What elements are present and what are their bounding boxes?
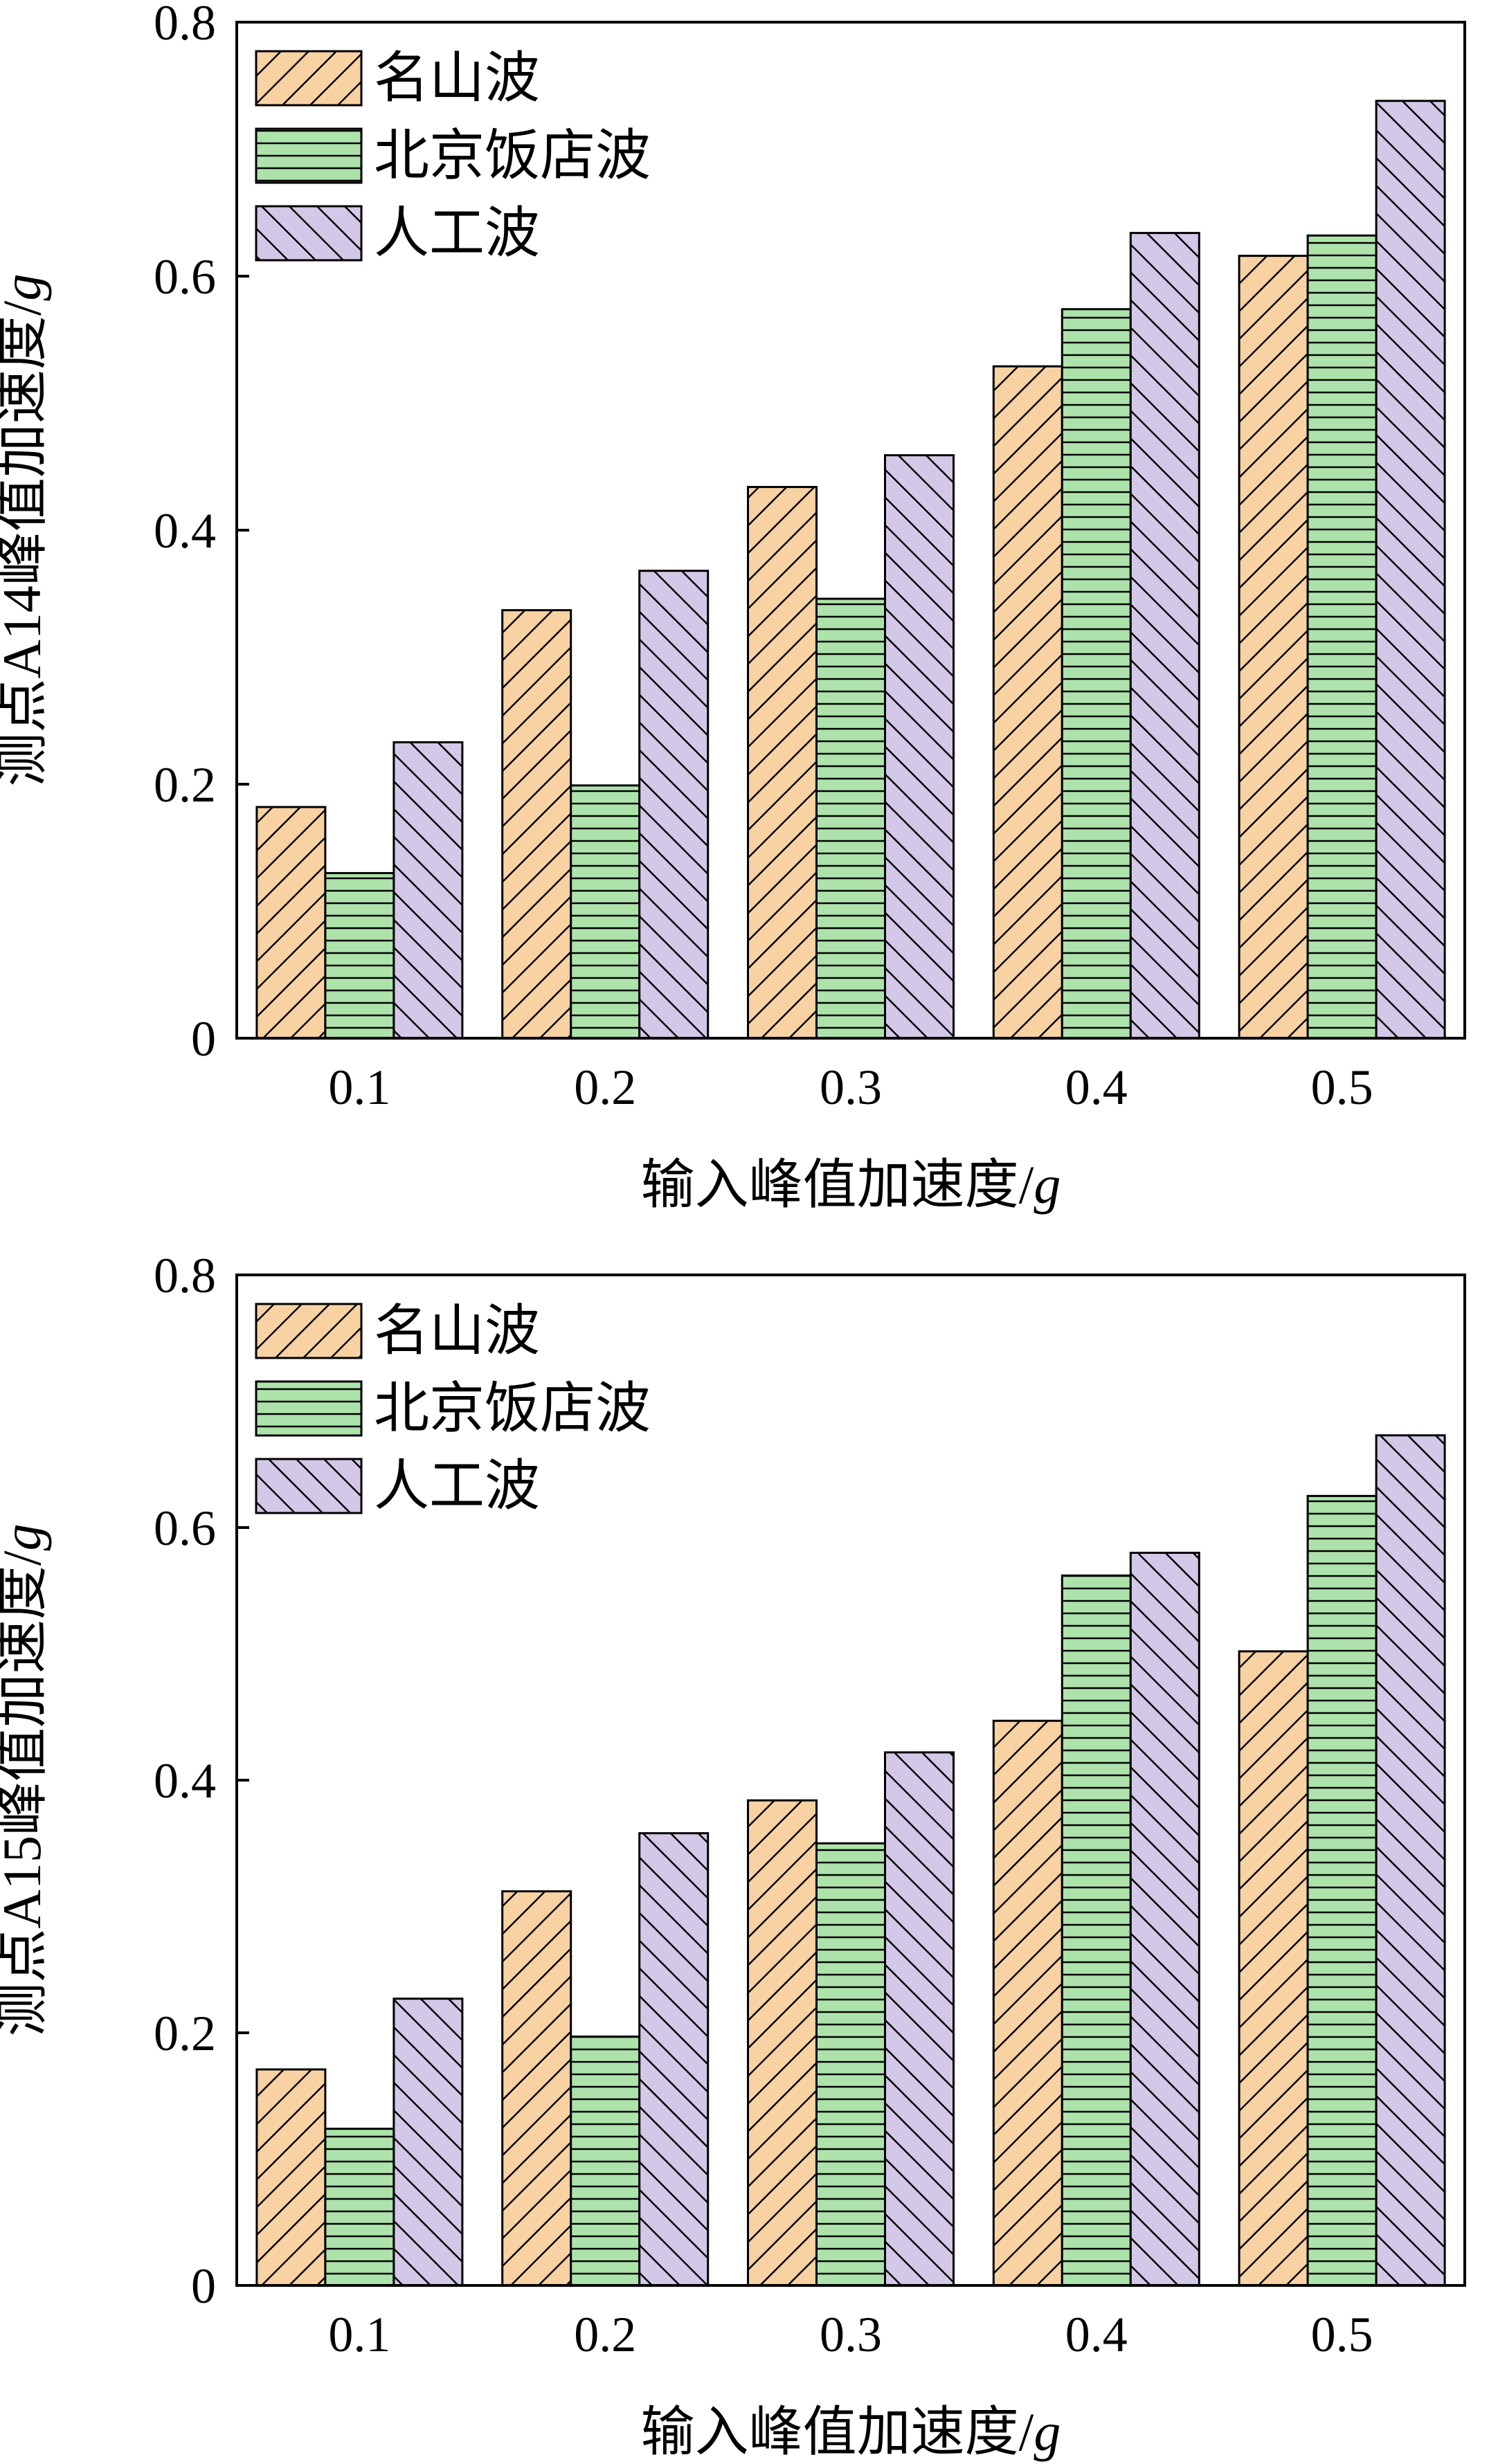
bar-北京饭店波-0.3 xyxy=(815,597,886,1040)
bar-名山波-0.5 xyxy=(1238,1650,1309,2287)
x-tick-label: 0.5 xyxy=(1311,2307,1373,2362)
chart-a15: 0 0.2 0.4 0.6 0.8 0.1 0.2 0.3 0.4 0.5 输入峰值加速度/g 测点A… xyxy=(0,1248,1466,2462)
x-tick-label: 0.3 xyxy=(820,2307,882,2362)
x-tick-label: 0.1 xyxy=(328,1060,390,1115)
legend-label: 北京饭店波 xyxy=(374,1379,651,1440)
x-tick-label: 0.3 xyxy=(820,1060,882,1115)
x-tick-label: 0.5 xyxy=(1311,1060,1373,1115)
bar-名山波-0.1 xyxy=(255,806,327,1040)
legend-label: 人工波 xyxy=(374,203,540,264)
bar-名山波-0.1 xyxy=(255,2068,327,2287)
legend-label: 北京饭店波 xyxy=(374,126,651,187)
bar-人工波-0.4 xyxy=(1129,1552,1200,2287)
bar-名山波-0.2 xyxy=(501,609,572,1040)
x-tick-label: 0.4 xyxy=(1065,1060,1128,1115)
legend-label: 名山波 xyxy=(374,1301,540,1362)
bar-人工波-0.2 xyxy=(638,570,710,1040)
legend-swatch xyxy=(255,205,363,262)
bar-人工波-0.5 xyxy=(1375,1434,1446,2287)
bar-名山波-0.3 xyxy=(747,1799,818,2287)
legend-label: 人工波 xyxy=(374,1456,540,1517)
bar-人工波-0.4 xyxy=(1129,232,1200,1040)
bar-北京饭店波-0.5 xyxy=(1306,1494,1378,2287)
bar-名山波-0.2 xyxy=(501,1890,572,2287)
bar-北京饭店波-0.1 xyxy=(324,871,395,1040)
legend-swatch xyxy=(255,50,363,107)
y-tick-label: 0.2 xyxy=(154,757,216,813)
bar-人工波-0.3 xyxy=(884,1751,955,2287)
x-tick-label: 0.2 xyxy=(574,2307,636,2362)
y-tick-label: 0.6 xyxy=(154,249,216,305)
bar-名山波-0.4 xyxy=(992,365,1063,1040)
x-tick-label: 0.1 xyxy=(328,2307,390,2362)
bar-名山波-0.5 xyxy=(1238,255,1309,1040)
y-tick-label: 0.8 xyxy=(154,0,216,51)
bar-名山波-0.4 xyxy=(992,1719,1063,2287)
bar-北京饭店波-0.4 xyxy=(1061,308,1132,1040)
bar-名山波-0.3 xyxy=(747,486,818,1040)
legend-swatch xyxy=(255,1458,363,1514)
bar-人工波-0.3 xyxy=(884,454,955,1040)
y-tick-label: 0.4 xyxy=(154,503,216,559)
legend-swatch xyxy=(255,127,363,184)
y-tick-label: 0.2 xyxy=(154,2006,216,2061)
bar-人工波-0.5 xyxy=(1375,100,1446,1040)
bar-北京饭店波-0.5 xyxy=(1306,234,1378,1040)
bar-北京饭店波-0.1 xyxy=(324,2128,395,2287)
legend-label: 名山波 xyxy=(374,48,540,109)
y-tick-label: 0 xyxy=(191,2258,216,2314)
x-axis-title: 输入峰值加速度/g xyxy=(641,2402,1061,2462)
x-axis-title: 输入峰值加速度/g xyxy=(641,1154,1061,1215)
bar-人工波-0.1 xyxy=(392,741,464,1040)
bar-北京饭店波-0.2 xyxy=(570,784,641,1040)
x-tick-label: 0.2 xyxy=(574,1060,636,1115)
bar-北京饭店波-0.2 xyxy=(570,2035,641,2287)
chart-a14: 0 0.2 0.4 0.6 0.8 0.1 0.2 0.3 0.4 0.5 输入峰值加速度/g 测点A… xyxy=(0,0,1466,1215)
y-tick-label: 0.6 xyxy=(154,1501,216,1556)
bar-人工波-0.1 xyxy=(392,1998,464,2287)
legend-swatch xyxy=(255,1380,363,1437)
y-axis-title: 测点A14峰值加速度/g xyxy=(0,273,52,786)
legend-swatch xyxy=(255,1303,363,1359)
y-tick-label: 0 xyxy=(191,1011,216,1067)
y-axis-title: 测点A15峰值加速度/g xyxy=(0,1523,52,2036)
y-tick-label: 0.8 xyxy=(154,1248,216,1303)
bar-北京饭店波-0.4 xyxy=(1061,1574,1132,2287)
x-tick-label: 0.4 xyxy=(1065,2307,1128,2362)
bar-北京饭店波-0.3 xyxy=(815,1842,886,2287)
bar-人工波-0.2 xyxy=(638,1832,710,2287)
y-tick-label: 0.4 xyxy=(154,1753,216,1809)
